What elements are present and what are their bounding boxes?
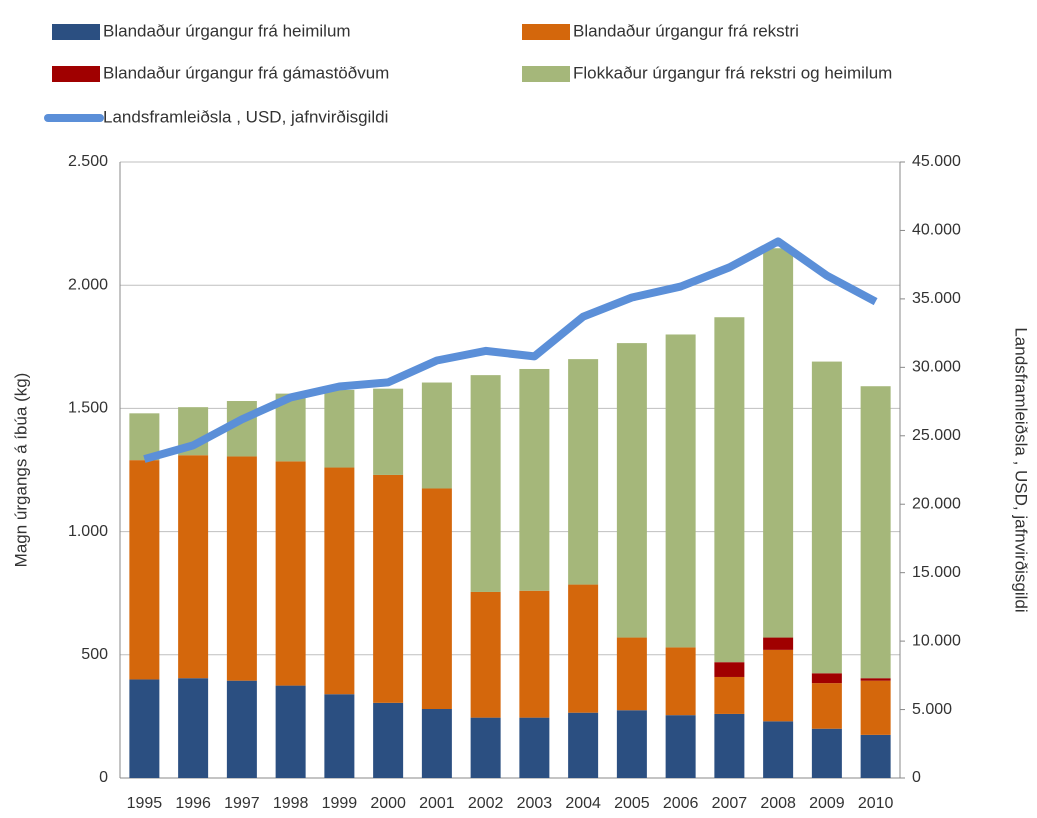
x-tick-label: 2003 — [517, 795, 553, 812]
bar-segment — [129, 460, 160, 680]
bar-segment — [714, 317, 745, 663]
y2-tick-label: 35.000 — [912, 290, 961, 307]
bar-segment — [811, 673, 842, 684]
bar-segment — [519, 717, 550, 778]
x-tick-label: 1999 — [322, 795, 358, 812]
x-tick-label: 2007 — [712, 795, 748, 812]
bar-segment — [763, 637, 794, 650]
bar-segment — [275, 461, 306, 686]
bar-segment — [519, 590, 550, 718]
y2-tick-label: 5.000 — [912, 701, 952, 718]
y-tick-label: 1.000 — [68, 523, 108, 540]
y-tick-label: 500 — [81, 646, 108, 663]
bar-segment — [324, 389, 355, 468]
legend-swatch — [522, 66, 570, 82]
bar-segment — [763, 248, 794, 638]
y2-tick-label: 25.000 — [912, 427, 961, 444]
bar-segment — [811, 683, 842, 729]
legend-label: Flokkaður úrgangur frá rekstri og heimil… — [573, 63, 892, 82]
bar-segment — [616, 637, 647, 711]
legend-swatch — [522, 24, 570, 40]
bar-segment — [324, 467, 355, 695]
y-tick-label: 2.000 — [68, 276, 108, 293]
x-tick-label: 2002 — [468, 795, 504, 812]
bar-segment — [568, 584, 599, 713]
legend-label: Landsframleiðsla , USD, jafnvirðisgildi — [103, 107, 388, 126]
bar-segment — [860, 734, 891, 778]
bar-segment — [519, 368, 550, 591]
bar-segment — [178, 455, 209, 679]
x-tick-label: 1997 — [224, 795, 260, 812]
bar-segment — [421, 488, 452, 710]
x-tick-label: 1996 — [175, 795, 211, 812]
x-tick-label: 2009 — [809, 795, 845, 812]
bar-segment — [860, 386, 891, 679]
bar-segment — [665, 715, 696, 778]
legend-swatch — [52, 66, 100, 82]
bar-segment — [226, 456, 257, 681]
y-tick-label: 1.500 — [68, 400, 108, 417]
y2-tick-label: 40.000 — [912, 222, 961, 239]
x-tick-label: 2004 — [565, 795, 601, 812]
x-tick-label: 2006 — [663, 795, 699, 812]
y2-tick-label: 15.000 — [912, 564, 961, 581]
bar-segment — [129, 679, 160, 778]
legend-swatch — [52, 24, 100, 40]
y2-tick-label: 10.000 — [912, 632, 961, 649]
x-tick-label: 2005 — [614, 795, 650, 812]
bar-segment — [226, 680, 257, 778]
bar-segment — [373, 474, 404, 703]
bar-segment — [421, 709, 452, 778]
legend-label: Blandaður úrgangur frá rekstri — [573, 21, 799, 40]
bar-segment — [373, 388, 404, 475]
bar-segment — [470, 591, 501, 718]
x-tick-label: 2008 — [760, 795, 796, 812]
bar-segment — [470, 375, 501, 592]
x-tick-label: 2001 — [419, 795, 455, 812]
bar-segment — [763, 721, 794, 778]
y-tick-label: 2.500 — [68, 153, 108, 170]
y2-tick-label: 45.000 — [912, 153, 961, 170]
bar-segment — [763, 649, 794, 722]
bar-segment — [568, 359, 599, 585]
bar-segment — [811, 361, 842, 674]
legend-label: Blandaður úrgangur frá gámastöðvum — [103, 63, 389, 82]
bar-segment — [470, 717, 501, 778]
y-axis-label: Magn úrgangs á íbúa (kg) — [11, 373, 30, 568]
bar-segment — [275, 685, 306, 778]
bar-segment — [324, 694, 355, 778]
x-tick-label: 1995 — [127, 795, 163, 812]
y2-axis-label: Landsframleiðsla , USD, jafnvirðisgildi — [1012, 327, 1031, 612]
bar-segment — [860, 680, 891, 735]
bar-segment — [714, 713, 745, 778]
bar-segment — [178, 678, 209, 778]
bar-segment — [616, 343, 647, 638]
bar-segment — [714, 662, 745, 677]
bar-segment — [860, 678, 891, 681]
y2-tick-label: 0 — [912, 769, 921, 786]
bar-segment — [421, 382, 452, 489]
y2-tick-label: 30.000 — [912, 359, 961, 376]
x-tick-label: 2010 — [858, 795, 894, 812]
bar-segment — [714, 676, 745, 714]
bar-segment — [811, 728, 842, 778]
bar-segment — [665, 334, 696, 648]
x-tick-label: 2000 — [370, 795, 406, 812]
bar-segment — [373, 702, 404, 778]
bar-segment — [568, 712, 599, 778]
bar-segment — [665, 647, 696, 716]
y2-tick-label: 20.000 — [912, 495, 961, 512]
bar-segment — [616, 710, 647, 778]
y-tick-label: 0 — [99, 769, 108, 786]
x-tick-label: 1998 — [273, 795, 309, 812]
line-series — [143, 237, 878, 463]
legend-label: Blandaður úrgangur frá heimilum — [103, 21, 351, 40]
